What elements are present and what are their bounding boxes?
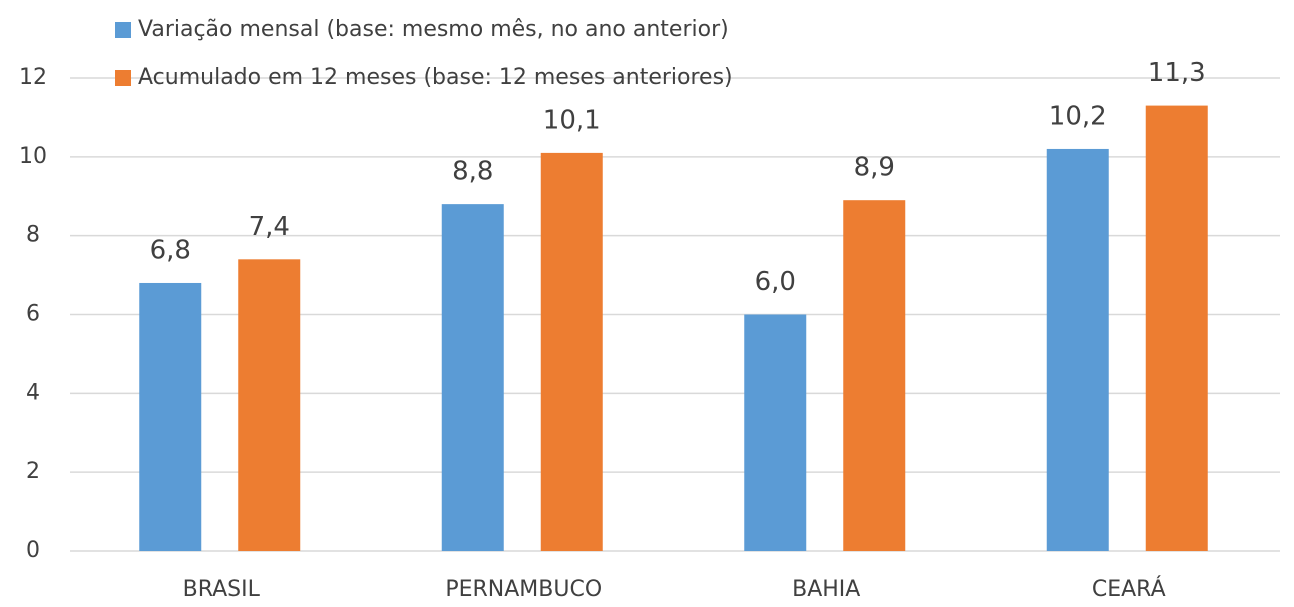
y-tick-label: 10 (19, 144, 47, 169)
legend-swatch (115, 22, 131, 38)
legend-swatch (115, 70, 131, 86)
y-tick-label: 8 (26, 223, 40, 248)
data-label: 11,3 (1148, 58, 1206, 88)
x-tick-label: BRASIL (183, 577, 261, 602)
y-tick-label: 6 (26, 302, 40, 327)
data-label: 10,2 (1049, 101, 1107, 131)
y-tick-label: 12 (19, 65, 47, 90)
y-tick-label: 2 (26, 459, 40, 484)
data-label: 6,0 (755, 267, 796, 297)
bar (1145, 105, 1208, 551)
legend-label: Variação mensal (base: mesmo mês, no ano… (138, 17, 729, 42)
bar (540, 152, 603, 551)
data-label: 8,8 (452, 157, 493, 187)
x-tick-label: CEARÁ (1092, 576, 1166, 602)
bar (1046, 148, 1109, 551)
bar (441, 204, 504, 551)
y-tick-label: 0 (26, 538, 40, 563)
legend-label: Acumulado em 12 meses (base: 12 meses an… (138, 65, 733, 90)
y-tick-label: 4 (26, 380, 40, 405)
data-label: 8,9 (854, 153, 895, 183)
bar (843, 200, 906, 552)
x-tick-label: BAHIA (792, 577, 860, 602)
bar (744, 314, 807, 551)
data-label: 7,4 (249, 212, 290, 242)
bar (238, 259, 301, 551)
x-tick-label: PERNAMBUCO (445, 577, 602, 602)
data-label: 6,8 (150, 235, 191, 265)
bar (139, 282, 202, 551)
data-label: 10,1 (543, 105, 601, 135)
